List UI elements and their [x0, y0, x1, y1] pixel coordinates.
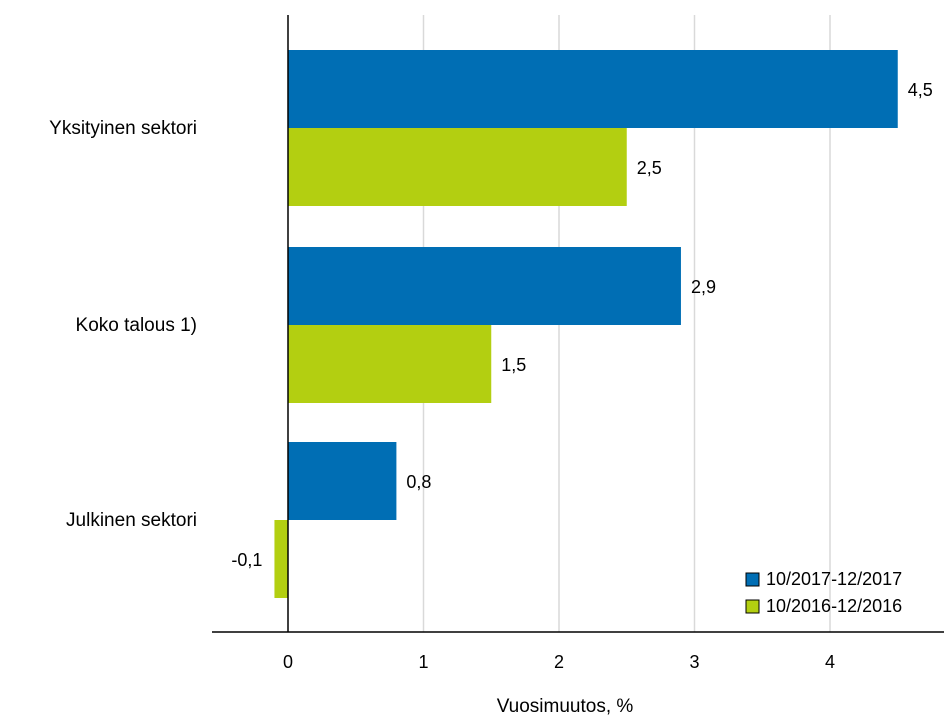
x-tick-label: 2: [554, 652, 564, 672]
bar: [288, 325, 492, 403]
x-tick-label: 1: [418, 652, 428, 672]
x-tick-label: 3: [689, 652, 699, 672]
data-label: 2,9: [691, 277, 716, 297]
x-tick-label: 0: [283, 652, 293, 672]
x-tick-label: 4: [825, 652, 835, 672]
category-label: Koko talous 1): [76, 315, 197, 336]
bar: [288, 128, 627, 206]
x-tick-labels: 0 1 2 3 4: [283, 652, 835, 672]
data-label: 1,5: [501, 355, 526, 375]
x-axis-title: Vuosimuutos, %: [497, 696, 634, 717]
legend-swatch: [745, 572, 760, 587]
data-label: 2,5: [637, 158, 662, 178]
bar: [288, 50, 898, 128]
legend-label: 10/2017-12/2017: [766, 569, 902, 589]
data-label: 4,5: [908, 80, 933, 100]
legend-swatch: [745, 599, 760, 614]
data-label: 0,8: [406, 472, 431, 492]
category-labels: Yksityinen sektori Koko talous 1) Julkinen…: [49, 118, 197, 531]
legend: 10/2017-12/2017 10/2016-12/2016: [745, 569, 902, 616]
axes: [212, 15, 944, 633]
bars: [274, 50, 898, 598]
category-label: Julkinen sektori: [66, 510, 197, 531]
bar: [288, 442, 397, 520]
legend-label: 10/2016-12/2016: [766, 596, 902, 616]
category-label: Yksityinen sektori: [49, 118, 197, 139]
data-labels: 4,5 2,5 2,9 1,5 0,8 -0,1: [231, 80, 932, 570]
bar: [288, 247, 681, 325]
data-label: -0,1: [231, 550, 262, 570]
bar: [274, 520, 288, 598]
